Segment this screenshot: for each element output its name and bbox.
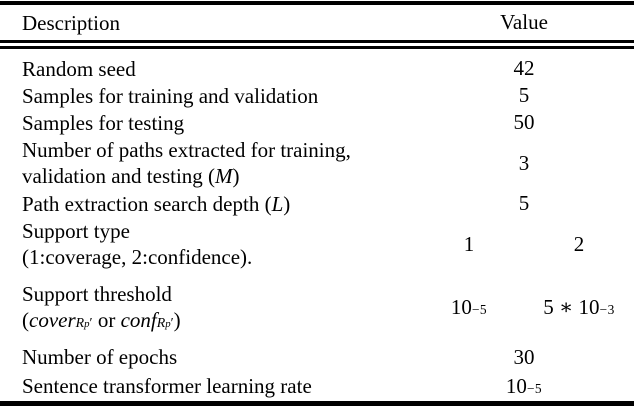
table-row: Number of epochs 30	[0, 343, 634, 371]
description-line-1: Number of paths extracted for training,	[22, 138, 351, 162]
exponent: −5	[526, 380, 543, 396]
table-body: Random seed 42 Samples for training and …	[0, 49, 634, 401]
prime-mark: ′	[89, 315, 93, 330]
column-header-value: Value	[500, 10, 548, 34]
row-description: Random seed	[22, 56, 136, 81]
row-value-1: 10−5	[450, 294, 488, 319]
exponent: −5	[471, 301, 488, 317]
row-description: Path extraction search depth (L)	[22, 191, 291, 216]
exponent: −3	[599, 301, 615, 317]
description-line-1: Support threshold	[22, 282, 172, 306]
table-row: Sentence transformer learning rate 10−5	[0, 371, 634, 401]
description-line-2: validation and testing (M)	[22, 164, 240, 188]
table-row: Number of paths extracted for training, …	[0, 136, 634, 190]
prime-mark: ′	[170, 315, 174, 330]
math-term-conf: conf	[120, 308, 157, 332]
row-description: Support type (1:coverage, 2:confidence).	[0, 218, 414, 270]
description-line-2-math: (coverRp′ or confRp′)	[22, 308, 181, 332]
row-value-1: 1	[463, 231, 475, 256]
table-header-row: Description Value	[0, 5, 634, 40]
math-variable-L: L	[271, 191, 284, 216]
column-header-description: Description	[22, 10, 120, 35]
table-row: Samples for testing 50	[0, 109, 634, 136]
table-row: Random seed 42	[0, 55, 634, 82]
row-value: 50	[513, 110, 535, 134]
row-description: Samples for training and validation	[22, 83, 319, 108]
table-row: Path extraction search depth (L) 5	[0, 190, 634, 217]
description-line-2: (1:coverage, 2:confidence).	[22, 245, 253, 269]
row-description: Sentence transformer learning rate	[22, 374, 312, 398]
table-top-rule	[0, 1, 634, 5]
math-variable-M: M	[215, 164, 233, 188]
row-value: 10−5	[505, 373, 543, 398]
row-values: 1 2	[414, 232, 634, 257]
table-header-double-rule	[0, 40, 634, 49]
row-value: 5	[518, 83, 530, 107]
row-value: 30	[513, 344, 535, 369]
row-values: 10−5 5 ∗ 10−3	[414, 295, 634, 320]
row-value-2: 5 ∗ 10−3	[543, 294, 615, 319]
row-value: 42	[513, 56, 535, 80]
row-value: 3	[518, 150, 530, 175]
row-description: Number of epochs	[22, 345, 178, 369]
table-row: Support threshold (coverRp′ or confRp′) …	[0, 271, 634, 343]
row-description: Support threshold (coverRp′ or confRp′)	[0, 281, 414, 333]
row-description: Samples for testing	[22, 110, 185, 135]
row-value-2: 2	[573, 231, 585, 256]
row-description: Number of paths extracted for training, …	[0, 137, 414, 189]
table-row: Samples for training and validation 5	[0, 82, 634, 109]
row-value: 5	[518, 191, 530, 215]
math-term-cover: cover	[29, 308, 76, 332]
table-bottom-rule	[0, 401, 634, 406]
table-row: Support type (1:coverage, 2:confidence).…	[0, 217, 634, 271]
description-line-1: Support type	[22, 219, 130, 243]
